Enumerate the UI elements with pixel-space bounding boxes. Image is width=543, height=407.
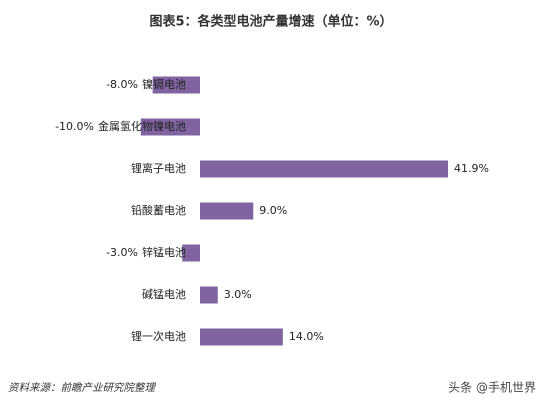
category-label: 锂离子电池 — [131, 161, 186, 175]
value-label: -8.0% — [106, 78, 138, 91]
value-label: 41.9% — [454, 162, 489, 175]
bar — [200, 328, 283, 346]
category-label: 镍镉电池 — [142, 77, 186, 91]
category-label: 锂一次电池 — [131, 329, 186, 343]
category-label: 金属氢化物镍电池 — [98, 119, 186, 133]
bar — [200, 160, 448, 178]
bar — [200, 286, 218, 304]
chart-title: 图表5：各类型电池产量增速（单位：%） — [149, 14, 392, 30]
category-label: 锌锰电池 — [142, 245, 186, 259]
value-label: -3.0% — [106, 246, 138, 259]
value-label: 14.0% — [289, 330, 324, 343]
value-label: 3.0% — [224, 288, 252, 301]
bar — [182, 244, 200, 262]
category-label: 铅酸蓄电池 — [131, 203, 186, 217]
source-note: 资料来源：前瞻产业研究院整理 — [8, 382, 156, 394]
watermark: 头条 @手机世界 — [448, 381, 536, 395]
value-label: 9.0% — [259, 204, 287, 217]
bar — [152, 76, 200, 94]
value-label: -10.0% — [55, 120, 94, 133]
category-label: 碱锰电池 — [142, 287, 186, 301]
bar — [140, 118, 200, 136]
bar — [200, 202, 254, 220]
